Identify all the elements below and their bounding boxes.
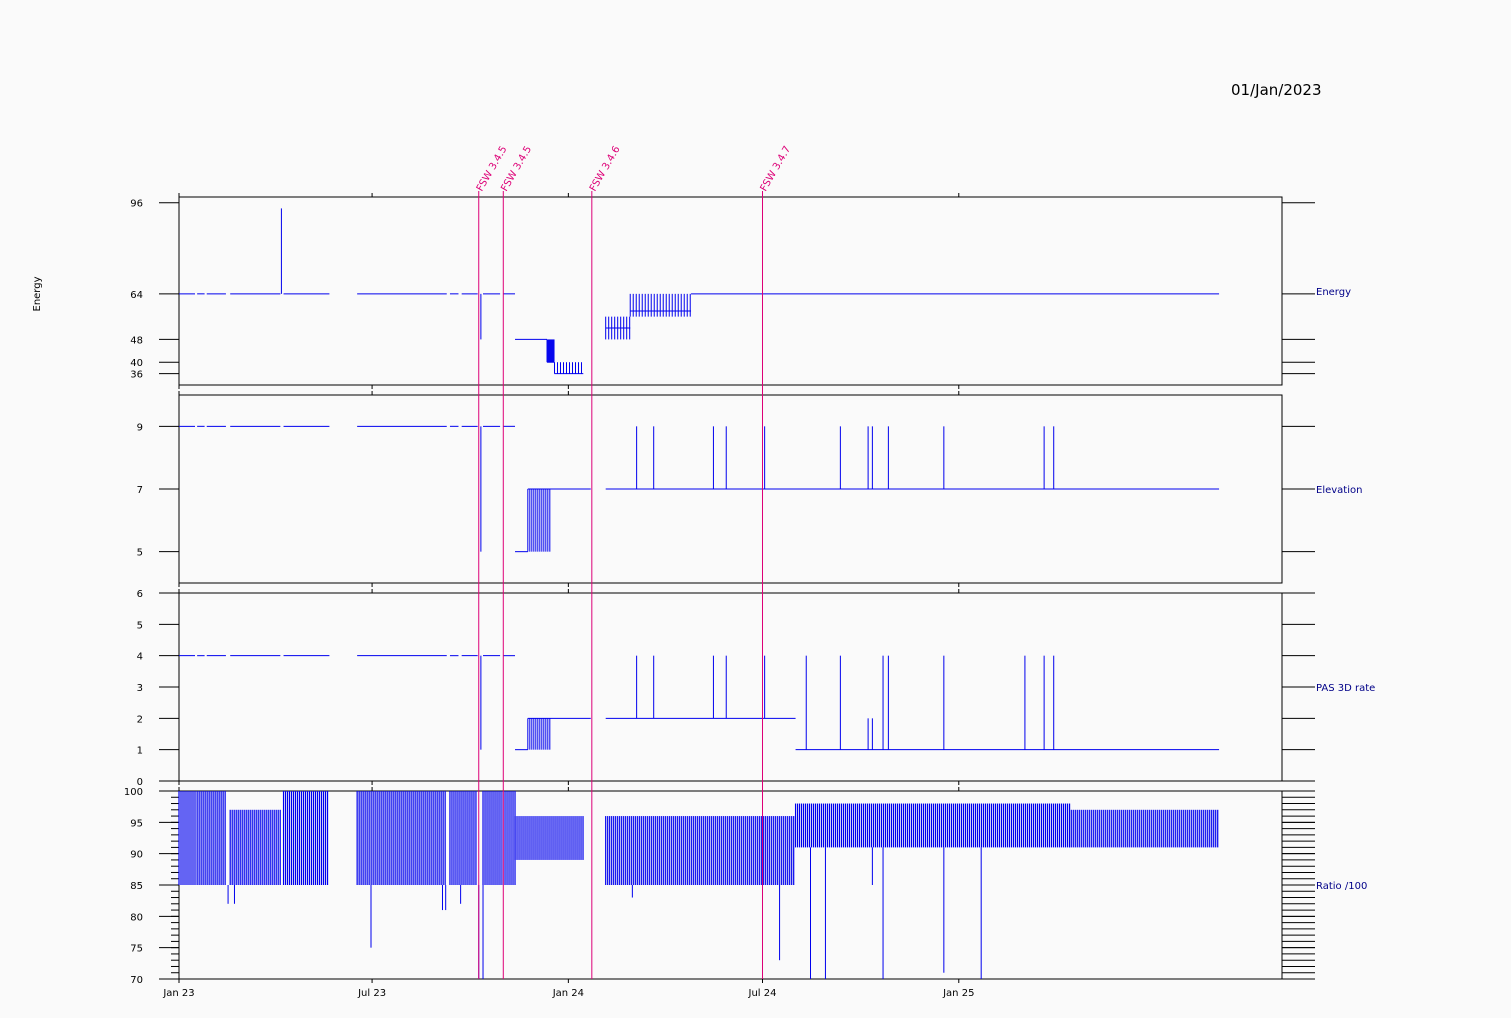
- y-tick-label: 7: [137, 485, 143, 496]
- panel-4: 70 75 80 85 90 95 100 Ratio /100: [124, 787, 1367, 986]
- panel-frame: [178, 592, 1283, 782]
- series-label: Ratio /100: [1316, 881, 1367, 892]
- y-tick-label: 5: [137, 548, 143, 559]
- y-tick-label: 75: [130, 944, 143, 955]
- x-tick-label: Jul 23: [357, 988, 386, 999]
- y-tick-label: 85: [130, 881, 143, 892]
- series-3: [179, 655, 1220, 751]
- y-tick-label: 80: [130, 912, 143, 923]
- y-tick-label: 1: [137, 746, 143, 757]
- panel-frame: [178, 196, 1283, 386]
- series-2: [179, 425, 1220, 553]
- y-tick-label: 2: [137, 714, 143, 725]
- y-tick-label: 48: [130, 335, 143, 346]
- y-tick-label: 40: [130, 358, 143, 369]
- series-label: PAS 3D rate: [1316, 683, 1375, 694]
- x-tick-label: Jan 24: [552, 988, 584, 999]
- y-tick-label: 96: [130, 199, 143, 210]
- energy-y-axis-label: Energy: [32, 276, 43, 311]
- panel-frame: [178, 790, 1283, 980]
- y-tick-label: 4: [137, 652, 143, 663]
- series-1: [179, 208, 1220, 375]
- y-tick-label: 95: [130, 818, 143, 829]
- y-tick-label: 6: [137, 589, 143, 600]
- y-tick-label: 70: [130, 975, 143, 986]
- y-tick-label: 9: [137, 422, 143, 433]
- event-label: FSW 3.4.7: [759, 144, 794, 193]
- x-tick-label: Jan 23: [162, 988, 194, 999]
- series-label: Energy: [1316, 287, 1351, 298]
- series-label: Elevation: [1316, 485, 1362, 496]
- y-tick-label: 5: [137, 620, 143, 631]
- y-tick-label: 90: [130, 850, 143, 861]
- x-axis: Jan 23 Jul 23 Jan 24 Jul 24 Jan 25: [162, 988, 974, 999]
- y-tick-label: 100: [124, 787, 143, 798]
- y-tick-label: 0: [137, 777, 143, 788]
- x-tick-label: Jan 25: [942, 988, 974, 999]
- panel-2: 5 7 9 Elevation: [137, 391, 1362, 587]
- panel-3: 0 1 2 3 4 5 6 PAS 3D rate: [137, 589, 1375, 788]
- header-date: 01/Jan/2023: [1231, 81, 1322, 99]
- x-tick-label: Jul 24: [748, 988, 777, 999]
- series-4: [178, 791, 1219, 979]
- y-tick-label: 64: [130, 290, 143, 301]
- y-tick-label: 3: [137, 683, 143, 694]
- event-label: FSW 3.4.6: [588, 144, 623, 193]
- y-tick-label: 36: [130, 370, 143, 381]
